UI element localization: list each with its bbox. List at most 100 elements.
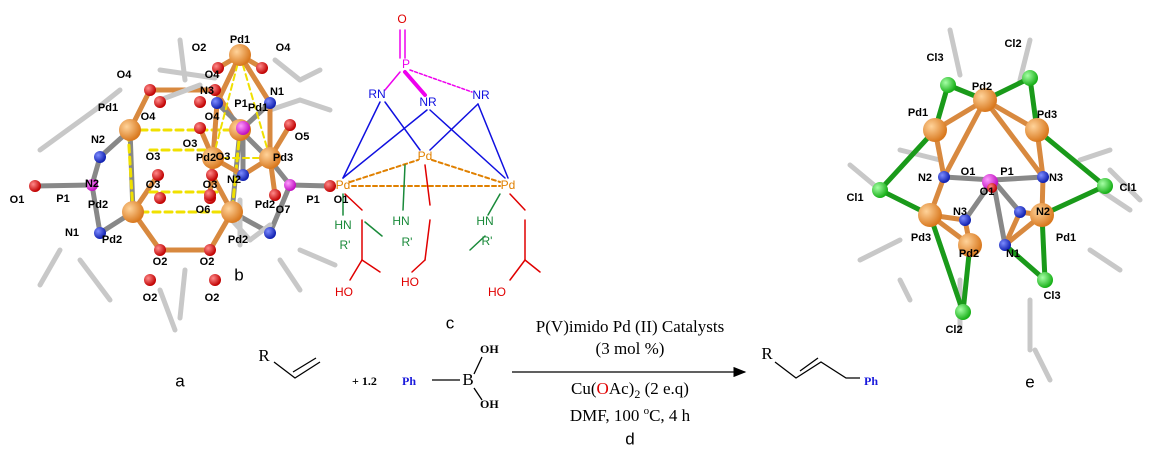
loading: (3 mol %) [596,339,665,358]
atom-sphere [229,44,251,66]
atom-label: N1 [1006,248,1020,260]
atom-sphere [144,274,156,286]
bond [40,250,60,285]
atom-label: Cl1 [846,192,863,204]
panel-label: b [234,265,243,284]
atom-label: N2 [91,134,105,146]
bond [280,260,300,290]
bond [860,240,900,260]
atom-label: Pd1 [230,34,250,46]
atom-label: Pd [501,178,516,192]
atom-label: O3 [183,138,198,150]
atom-sphere [209,274,221,286]
atom-label: O6 [196,204,211,216]
solvent-text: DMF, 100 [570,406,644,425]
atom-label: O1 [334,194,349,206]
reagent-suffix: Ac) [609,379,634,398]
atom-label: Pd2 [959,248,979,260]
bond [385,72,400,90]
atom-sphere [324,180,336,192]
atom-label: P [402,57,410,71]
atom-label: Pd2 [102,234,122,246]
bond [405,72,425,95]
bond [525,260,540,272]
atom-label: Pd2 [255,199,275,211]
atom-label: O4 [205,111,221,123]
atom-label: Pd2 [228,234,248,246]
reagent: Cu(OAc)2 (2 e.q) [571,379,689,401]
atom-label: O3 [146,179,161,191]
reagent-oxygen: O [597,379,609,398]
bond [350,260,362,280]
atom-label: NR [419,95,437,109]
bond [950,30,960,75]
atom-label: O7 [276,204,291,216]
atom-label: HN [392,214,409,228]
figure: Pd1O4O4Pd1O4O4N2O3O3N2O3O3Pd2P1O1Pd2P1O1… [0,0,1151,451]
atom-sphere [264,227,276,239]
catalyst: P(V)imido Pd (II) Catalysts [536,317,724,336]
atom-sphere [923,118,947,142]
atom-label: O4 [117,69,133,81]
atom-sphere [918,203,942,227]
bond [40,110,95,150]
atom-label: HO [335,285,353,299]
bond [1035,350,1050,380]
atom-label: N2 [1036,206,1050,218]
atom-sphere [154,96,166,108]
atom-label: Cl2 [945,324,962,336]
atom-label: N2 [227,174,241,186]
solvent-unit: C, 4 h [649,406,691,425]
atom-sphere [1037,171,1049,183]
atom-label: Cl1 [1119,182,1136,194]
atom-label: N2 [85,178,99,190]
atom-label: O3 [146,151,161,163]
atom-label: HN [334,218,351,232]
hydroxyl: OH [480,342,499,356]
equivalents: + 1.2 [352,374,377,388]
hydroxyl: OH [480,397,499,411]
atom-label: O1 [980,186,995,198]
boronic-bonds [432,357,482,400]
boron: B [462,370,473,389]
atom-sphere [221,201,243,223]
atom-label: O3 [216,151,231,163]
bond [300,250,335,265]
atom-label: Pd1 [908,107,928,119]
atom-label: R' [402,235,413,249]
atom-label: O4 [276,42,292,54]
bond [488,194,500,215]
atom-label: O2 [153,256,168,268]
atom-label: Pd3 [273,152,293,164]
atom-sphere [1022,70,1038,86]
atom-label: O4 [205,69,221,81]
atom-label: HO [401,275,419,289]
bond [510,194,525,210]
atom-label: O2 [143,292,158,304]
atom-sphere [284,119,296,131]
atom-label: O2 [200,256,215,268]
atom-label: Pd3 [1037,109,1057,121]
reagent-amount: (2 e.q) [640,379,689,398]
bond [300,70,320,80]
bond [900,280,910,300]
atom-sphere [955,304,971,320]
atom-sphere [204,244,216,256]
atom-label: Pd1 [1056,232,1076,244]
atom-sphere [154,192,166,204]
atom-label: Pd [336,178,351,192]
atom-label: RN [368,87,385,101]
bond [365,222,382,236]
atom-sphere [256,62,268,74]
atom-label: Cl3 [1043,290,1060,302]
product-r: R [761,344,773,363]
product-bonds [775,358,860,378]
solvent: DMF, 100 oC, 4 h [570,405,691,425]
atom-sphere [211,97,223,109]
alkene [274,358,320,378]
atom-label: N3 [953,206,967,218]
bond [80,260,110,300]
bond [412,260,425,272]
atom-label: Cl2 [1004,38,1021,50]
atom-label: Pd [418,149,433,163]
